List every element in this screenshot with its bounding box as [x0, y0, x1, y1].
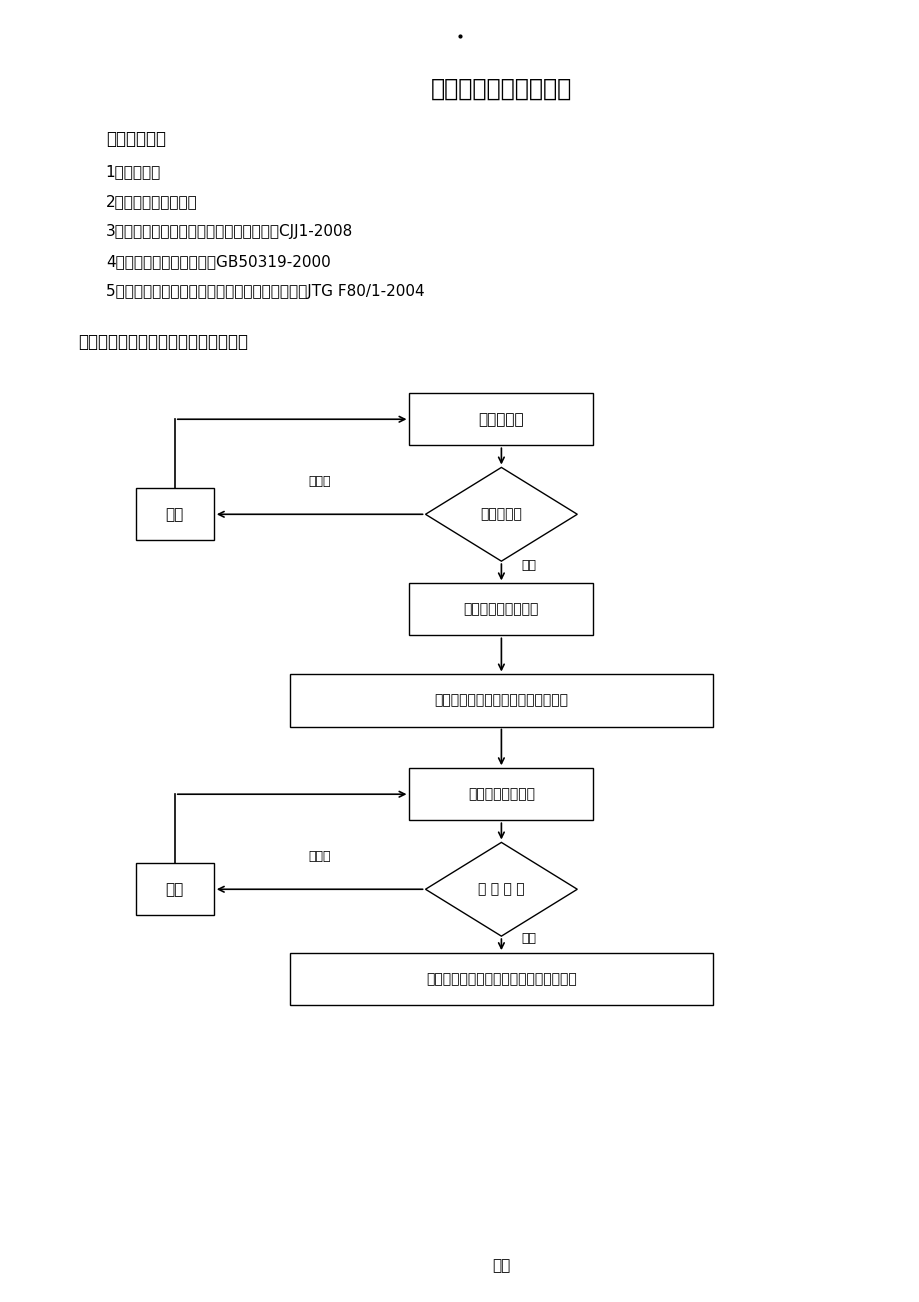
Text: 施工方自检: 施工方自检	[480, 508, 522, 521]
Text: 填报质量验收表及部位（分部）完工证书: 填报质量验收表及部位（分部）完工证书	[425, 973, 576, 986]
Text: 4、《建设工程监理规范》GB50319-2000: 4、《建设工程监理规范》GB50319-2000	[106, 254, 330, 270]
Text: 合格: 合格	[521, 560, 536, 572]
Polygon shape	[425, 842, 577, 936]
Polygon shape	[425, 467, 577, 561]
Text: 填报工序质量检验单: 填报工序质量检验单	[463, 603, 539, 616]
FancyBboxPatch shape	[136, 488, 213, 540]
FancyBboxPatch shape	[136, 863, 213, 915]
Text: 不合格: 不合格	[308, 475, 331, 488]
Text: 1、监理规划: 1、监理规划	[106, 164, 161, 180]
FancyBboxPatch shape	[409, 583, 593, 635]
FancyBboxPatch shape	[289, 674, 712, 727]
Text: 二、工序部位工程质量控制签证流程图: 二、工序部位工程质量控制签证流程图	[78, 333, 248, 352]
Text: 监理工程师进行质量检查签认检验单: 监理工程师进行质量检查签认检验单	[434, 694, 568, 707]
FancyBboxPatch shape	[409, 768, 593, 820]
Text: 部位工序全部完工: 部位工序全部完工	[468, 788, 534, 801]
FancyBboxPatch shape	[289, 953, 712, 1005]
Text: 3、《城镇道路工程施工及质量验收规范》CJJ1-2008: 3、《城镇道路工程施工及质量验收规范》CJJ1-2008	[106, 224, 353, 240]
Text: 交通工程监理实施细则: 交通工程监理实施细则	[430, 77, 572, 100]
Text: 一、编制依据: 一、编制依据	[106, 130, 165, 148]
Text: 工序完工后: 工序完工后	[478, 411, 524, 427]
Text: 精品: 精品	[492, 1258, 510, 1273]
Text: 施 工 方 自: 施 工 方 自	[478, 883, 524, 896]
Text: 合格: 合格	[521, 932, 536, 944]
Text: 2、设计图纸有关规定: 2、设计图纸有关规定	[106, 194, 198, 210]
Text: 返工: 返工	[165, 881, 184, 897]
Text: 不合格: 不合格	[308, 850, 331, 863]
Text: 返工: 返工	[165, 506, 184, 522]
Text: 5、国家行业标准《公路工程质量检验评定标准》JTG F80/1-2004: 5、国家行业标准《公路工程质量检验评定标准》JTG F80/1-2004	[106, 284, 424, 299]
FancyBboxPatch shape	[409, 393, 593, 445]
